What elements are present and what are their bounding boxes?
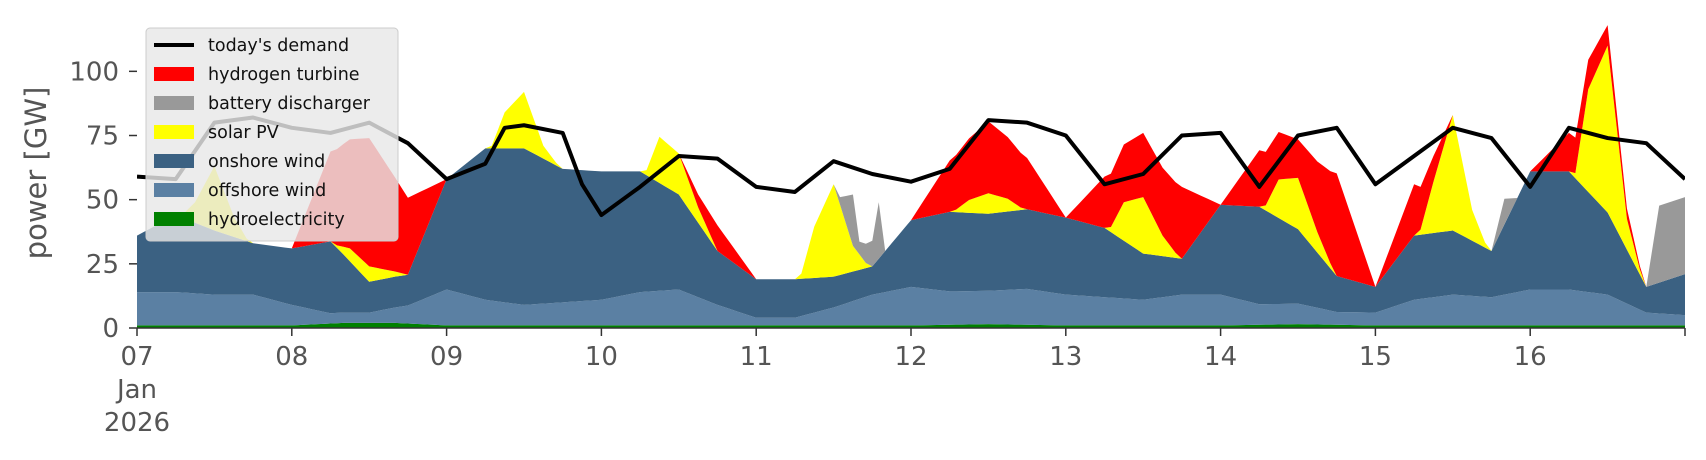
area-hydroelectricity — [137, 322, 1685, 328]
legend-label-solar-pv: solar PV — [208, 123, 279, 143]
stacked-areas — [137, 25, 1685, 328]
legend-label-battery-discharger: battery discharger — [208, 94, 371, 114]
legend-label-hydroelectricity: hydroelectricity — [208, 210, 345, 230]
y-tick-label: 25 — [86, 250, 119, 280]
legend-label-hydrogen-turbine: hydrogen turbine — [208, 65, 360, 85]
x-tick-label: 09 — [430, 342, 463, 372]
x-tick-label: 13 — [1049, 342, 1082, 372]
legend-label-onshore-wind: onshore wind — [208, 152, 325, 172]
y-axis-ticks: 0 25 50 75 100 — [69, 57, 137, 344]
y-tick-label: 0 — [102, 314, 119, 344]
y-tick-label: 75 — [86, 122, 119, 152]
legend-swatch-hydrogen-turbine — [154, 67, 194, 81]
y-axis-label: power [GW] — [19, 87, 53, 260]
x-tick-label: 16 — [1514, 342, 1547, 372]
y-tick-label: 100 — [69, 57, 119, 87]
demand-line — [137, 115, 1685, 218]
area-onshore-wind — [137, 148, 1685, 318]
area-solar-pv — [137, 45, 1685, 287]
legend-box — [145, 27, 399, 242]
legend: today's demand hydrogen turbine battery di… — [145, 27, 399, 242]
legend-label-today-s-demand: today's demand — [208, 36, 349, 56]
legend-swatch-onshore-wind — [154, 154, 194, 168]
area-offshore-wind — [137, 286, 1685, 326]
x-tick-label: 12 — [894, 342, 927, 372]
y-tick-label: 50 — [86, 186, 119, 216]
x-tick-label: 11 — [740, 342, 773, 372]
x-tick-sublabel-year: 2026 — [104, 408, 170, 438]
x-tick-label: 14 — [1204, 342, 1237, 372]
x-tick-label: 07 — [120, 342, 153, 372]
demand-line-layer — [137, 115, 1685, 218]
x-tick-sublabel: Jan — [115, 375, 157, 405]
legend-label-offshore-wind: offshore wind — [208, 181, 326, 201]
legend-swatch-solar-pv — [154, 125, 194, 139]
x-tick-label: 15 — [1359, 342, 1392, 372]
legend-swatch-hydroelectricity — [154, 212, 194, 226]
legend-swatch-offshore-wind — [154, 183, 194, 197]
x-tick-label: 08 — [275, 342, 308, 372]
legend-swatch-battery-discharger — [154, 96, 194, 110]
x-tick-label: 10 — [585, 342, 618, 372]
